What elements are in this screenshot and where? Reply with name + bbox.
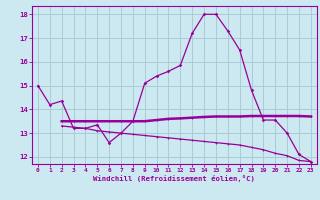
X-axis label: Windchill (Refroidissement éolien,°C): Windchill (Refroidissement éolien,°C) bbox=[93, 175, 255, 182]
